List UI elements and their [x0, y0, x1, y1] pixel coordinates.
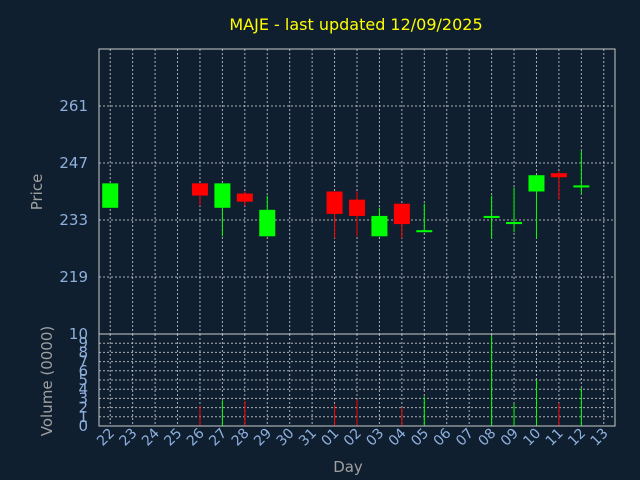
- candle-body: [259, 209, 276, 237]
- candle-body: [371, 215, 388, 237]
- volume-tick-label: 1: [78, 408, 88, 426]
- volume-tick-label: 4: [78, 380, 88, 398]
- x-tick-label: 11: [543, 426, 567, 450]
- volume-tick-label: 10: [69, 325, 88, 343]
- candles: [102, 150, 590, 239]
- volume-tick-label: 3: [78, 389, 88, 407]
- candle-body: [214, 183, 231, 208]
- x-tick-label: 27: [206, 426, 230, 450]
- x-tick-label: 06: [431, 425, 455, 449]
- volume-tick-label: 8: [78, 343, 88, 361]
- chart-title: MAJE - last updated 12/09/2025: [229, 15, 482, 34]
- price-tick-label: 219: [59, 268, 88, 286]
- x-tick-label: 04: [386, 425, 410, 449]
- volume-tick-label: 2: [78, 399, 88, 417]
- candle-body: [550, 173, 567, 178]
- x-tick-label: 08: [476, 426, 500, 450]
- price-tick-label: 247: [59, 154, 88, 172]
- x-axis-title: Day: [333, 458, 363, 476]
- candle-body: [326, 191, 343, 214]
- x-tick-labels: 2223242526272829303101020304050607080910…: [94, 425, 611, 449]
- volume-tick-label: 7: [78, 353, 88, 371]
- price-y-tick-labels: 219 233 247 261: [59, 97, 88, 286]
- price-grid: [99, 49, 615, 334]
- candle-body: [416, 230, 433, 233]
- x-tick-label: 30: [274, 426, 298, 450]
- candle-body: [506, 222, 523, 225]
- x-tick-label: 26: [184, 425, 208, 449]
- x-tick-label: 25: [161, 426, 185, 450]
- x-tick-label: 23: [117, 426, 141, 450]
- x-tick-label: 01: [318, 426, 342, 450]
- volume-tick-label: 6: [78, 362, 88, 380]
- x-tick-label: 09: [498, 426, 522, 450]
- candle-body: [528, 175, 545, 192]
- candle-body: [393, 203, 410, 225]
- x-tick-label: 05: [408, 426, 432, 450]
- x-tick-label: 10: [520, 426, 544, 450]
- volume-axis-title: Volume (0000): [38, 326, 56, 436]
- x-tick-label: 28: [229, 426, 253, 450]
- volume-tick-label: 0: [78, 417, 88, 435]
- x-tick-label: 22: [94, 426, 118, 450]
- price-tick-label: 233: [59, 211, 88, 229]
- x-tick-label: 03: [363, 426, 387, 450]
- x-tick-label: 02: [341, 426, 365, 450]
- volume-bars: [199, 335, 582, 426]
- y-axis-title: Price: [28, 174, 46, 211]
- volume-panel-frame: [98, 333, 616, 427]
- x-tick-label: 12: [565, 426, 589, 450]
- x-tick-label: 29: [251, 426, 275, 450]
- x-tick-label: 31: [296, 426, 320, 450]
- x-tick-label: 24: [139, 425, 163, 449]
- candle-body: [483, 215, 500, 218]
- candle-body: [573, 185, 590, 188]
- x-tick-label: 07: [453, 426, 477, 450]
- candle-body: [236, 193, 253, 202]
- price-tick-label: 261: [59, 97, 88, 115]
- candle-body: [191, 183, 208, 196]
- candle-body: [102, 183, 119, 208]
- x-tick-label: 13: [588, 426, 612, 450]
- candle-body: [349, 199, 365, 216]
- volume-tick-label: 9: [78, 334, 88, 352]
- volume-tick-label: 5: [78, 371, 88, 389]
